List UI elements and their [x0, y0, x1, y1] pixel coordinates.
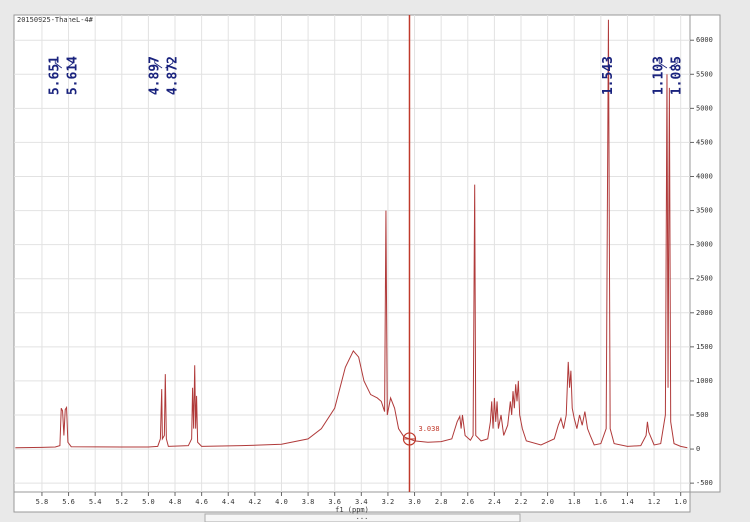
- x-tick-label: 5.4: [89, 498, 102, 506]
- plot-area: [13, 14, 691, 493]
- x-tick-label: 2.0: [541, 498, 554, 506]
- scrollbar[interactable]: [204, 513, 521, 522]
- x-tick-label: 5.6: [62, 498, 75, 506]
- y-tick-label: -500: [696, 479, 713, 487]
- y-tick-label: 4500: [696, 138, 713, 146]
- x-tick-label: 3.4: [355, 498, 368, 506]
- y-tick-label: 0: [696, 445, 700, 453]
- x-tick-label: 3.6: [328, 498, 341, 506]
- scrollbar-grip: ···: [356, 515, 369, 522]
- peak-bracket: [165, 59, 174, 69]
- x-tick-label: 3.0: [408, 498, 421, 506]
- x-tick-label: 4.0: [275, 498, 288, 506]
- x-tick-label: 2.4: [488, 498, 501, 506]
- y-tick-label: 4000: [696, 172, 713, 180]
- y-tick-label: 2000: [696, 309, 713, 317]
- plot: [15, 19, 688, 449]
- cursor-label: 3.038: [418, 425, 439, 433]
- y-tick-label: 3000: [696, 241, 713, 249]
- x-tick-label: 5.8: [36, 498, 49, 506]
- y-tick-label: 500: [696, 411, 709, 419]
- x-tick-label: 4.8: [169, 498, 182, 506]
- y-axis-area: [689, 14, 721, 493]
- x-tick-label: 4.2: [249, 498, 262, 506]
- x-tick-label: 3.2: [382, 498, 395, 506]
- y-tick-label: 3500: [696, 207, 713, 215]
- y-tick-label: 6000: [696, 36, 713, 44]
- peak-label: 1.543: [601, 56, 616, 95]
- x-tick-label: 2.8: [435, 498, 448, 506]
- x-axis-area: [13, 491, 691, 513]
- peak-bracket: [658, 59, 668, 69]
- x-tick-label: 1.8: [568, 498, 581, 506]
- x-axis-title: f1 (ppm): [335, 506, 369, 514]
- x-tick-label: 4.6: [195, 498, 208, 506]
- y-tick-label: 1000: [696, 377, 713, 385]
- x-tick-label: 5.0: [142, 498, 155, 506]
- y-tick-label: 2500: [696, 275, 713, 283]
- x-tick-label: 2.2: [515, 498, 528, 506]
- peak-bracket: [154, 59, 163, 69]
- y-tick-label: 5500: [696, 70, 713, 78]
- x-tick-label: 1.4: [621, 498, 634, 506]
- peak-bracket: [66, 59, 74, 69]
- peak-bracket: [54, 59, 63, 69]
- x-tick-label: 4.4: [222, 498, 235, 506]
- chart-title: 20150925-ThaneL-4#: [17, 16, 94, 24]
- x-tick-label: 1.0: [674, 498, 687, 506]
- x-tick-label: 1.2: [648, 498, 661, 506]
- x-tick-label: 5.2: [115, 498, 128, 506]
- peak-bracket: [669, 59, 678, 69]
- grid: [14, 15, 690, 492]
- x-tick-label: 2.6: [461, 498, 474, 506]
- spectrum-line: [15, 19, 688, 449]
- y-tick-label: 1500: [696, 343, 713, 351]
- y-tick-label: 5000: [696, 104, 713, 112]
- x-tick-label: 1.6: [595, 498, 608, 506]
- x-tick-label: 3.8: [302, 498, 315, 506]
